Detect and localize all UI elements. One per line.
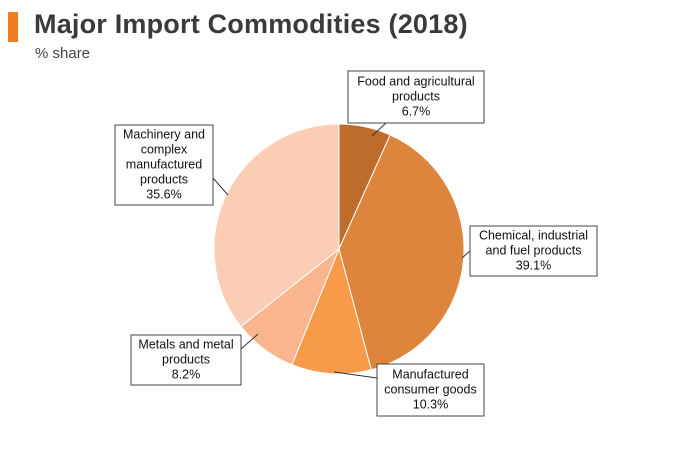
slice-value-label: 10.3% [413, 398, 448, 412]
callout-box-0 [347, 70, 485, 124]
pie-slices [213, 123, 465, 375]
pie-slice-1 [338, 134, 465, 371]
slice-category-label: Manufactured [392, 368, 468, 382]
slice-category-label: manufactured [126, 158, 202, 172]
callout-leader-0 [371, 122, 387, 137]
callout-leader-1 [461, 250, 471, 259]
title-accent-bar [8, 12, 18, 42]
slice-category-label: Metals and metal [138, 338, 233, 352]
callout-box-1 [469, 225, 598, 277]
pie-slice-4 [213, 123, 340, 328]
slice-value-label: 6.7% [402, 105, 431, 119]
slice-category-label: products [140, 173, 188, 187]
slice-category-label: consumer goods [384, 383, 476, 397]
slice-value-label: 35.6% [146, 188, 181, 202]
callout-leader-2 [333, 371, 378, 379]
callout-box-4 [114, 124, 214, 206]
chart-title: Major Import Commodities (2018) [34, 9, 468, 39]
pie-slice-2 [291, 247, 372, 375]
slice-category-label: complex [141, 143, 188, 157]
slice-category-label: products [392, 90, 440, 104]
slice-category-label: Machinery and [123, 128, 205, 142]
slice-value-label: 39.1% [516, 259, 551, 273]
slice-category-label: Food and agricultural [357, 75, 474, 89]
slice-category-label: and fuel products [486, 244, 582, 258]
slice-category-label: products [162, 353, 210, 367]
pie-callouts: Food and agriculturalproducts6.7%Chemica… [114, 70, 598, 417]
callout-box-2 [376, 363, 485, 417]
callout-leader-3 [240, 333, 259, 350]
slice-value-label: 8.2% [172, 368, 201, 382]
callout-4: Machinery andcomplexmanufacturedproducts… [114, 124, 229, 206]
callout-box-3 [130, 334, 242, 386]
slice-category-label: Chemical, industrial [479, 229, 588, 243]
chart-subtitle: % share [35, 45, 91, 62]
callout-leader-4 [212, 177, 229, 196]
